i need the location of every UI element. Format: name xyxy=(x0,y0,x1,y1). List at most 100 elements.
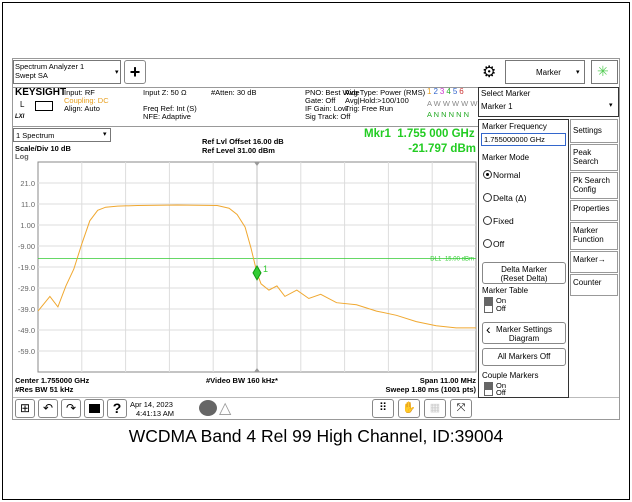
status-text: PNO: Best Wide xyxy=(305,88,360,97)
status-icon: L xyxy=(20,100,25,109)
settings-icon[interactable]: ⚙ xyxy=(482,64,497,81)
taskbar xyxy=(13,397,619,420)
button-text: Marker Settings xyxy=(495,325,553,334)
status-text: Coupling: DC xyxy=(64,96,109,105)
display-line-label: DL1 -15.00 dBm xyxy=(430,257,474,263)
status-text: IF Gain: Low xyxy=(305,104,348,113)
all-off-button[interactable]: All Markers Off xyxy=(482,348,566,366)
footer-text: Sweep 1.80 ms (1001 pts) xyxy=(385,385,476,394)
redo-button[interactable]: ↷ xyxy=(61,399,81,418)
status-icon: LXI xyxy=(15,114,25,120)
touch-button[interactable]: ✋ xyxy=(398,399,420,418)
trace-number: 2 xyxy=(433,87,440,96)
y-tick-label: -19.0 xyxy=(18,263,35,272)
toggle-label: On xyxy=(496,381,507,390)
toggle[interactable] xyxy=(484,389,493,396)
footer-text: #Video BW 160 kHz* xyxy=(206,376,278,385)
status-icon[interactable]: ✳ xyxy=(591,60,618,84)
radio-button[interactable] xyxy=(483,239,492,248)
undo-button[interactable]: ↶ xyxy=(38,399,58,418)
dropdown-arrow: ▾ xyxy=(576,69,580,76)
trace-number: 3 xyxy=(439,87,447,96)
y-tick-label: 21.0 xyxy=(20,179,35,188)
split-button[interactable]: ▦ xyxy=(424,399,446,418)
toggle-label: On xyxy=(496,296,507,305)
tab[interactable]: Properties xyxy=(570,200,618,221)
panel-label: Marker Frequency xyxy=(482,122,547,131)
trace-types: A W W W W W xyxy=(427,99,478,108)
trace-number: 6 xyxy=(459,87,466,96)
footer-text: #Res BW 51 kHz xyxy=(15,385,74,394)
fullscreen-button[interactable]: ⤧ xyxy=(450,399,472,418)
y-tick-label: -49.0 xyxy=(18,326,35,335)
tab[interactable]: Counter xyxy=(570,274,618,296)
select-marker[interactable] xyxy=(478,87,619,117)
help-button[interactable]: ? xyxy=(107,399,127,418)
date: Apr 14, 2023 xyxy=(130,400,173,409)
app-name: Spectrum Analyzer 1 xyxy=(15,62,85,71)
button-text: Diagram xyxy=(508,334,540,343)
brand: KEYSIGHT xyxy=(15,87,67,98)
toggle[interactable] xyxy=(484,382,493,389)
settings-button[interactable]: ‹ Marker Settings Diagram xyxy=(482,322,566,344)
trace-numbers: 123456 xyxy=(427,88,466,96)
ref-level: Ref Level 31.00 dBm xyxy=(202,146,275,155)
trace-number: 5 xyxy=(452,87,460,96)
trace-number: 1 xyxy=(427,87,434,96)
app-dropdown[interactable] xyxy=(13,60,121,84)
panel-label: Marker Mode xyxy=(482,153,530,162)
delta-button[interactable]: Delta Marker (Reset Delta) xyxy=(482,262,566,284)
freq-input[interactable] xyxy=(481,133,566,146)
status-text: NFE: Adaptive xyxy=(143,112,191,121)
radio-button[interactable] xyxy=(483,170,492,179)
folder-button[interactable] xyxy=(84,399,104,418)
caption: WCDMA Band 4 Rel 99 High Channel, ID:390… xyxy=(128,426,504,446)
toggle[interactable] xyxy=(484,305,493,313)
chat-icon[interactable] xyxy=(199,400,217,416)
footer-text: Center 1.755000 GHz xyxy=(15,376,90,385)
marker-readout: -21.797 dBm xyxy=(408,143,476,155)
tab[interactable]: Marker Function xyxy=(570,222,618,250)
toggle[interactable] xyxy=(484,297,493,305)
tile-button[interactable]: ⠿ xyxy=(372,399,394,418)
status-text: Trig: Free Run xyxy=(345,104,394,113)
status-text: Avg|Hold:>100/100 xyxy=(345,96,409,105)
status-text: Sig Track: Off xyxy=(305,112,351,121)
status-icon xyxy=(35,101,53,111)
mode-option: Off xyxy=(493,239,505,249)
tab[interactable]: Marker→ xyxy=(570,251,618,273)
dropdown-arrow: ▾ xyxy=(115,69,119,76)
status-bar xyxy=(13,87,478,127)
toggle-label: Off xyxy=(496,304,506,313)
marker-top xyxy=(254,162,260,166)
y-tick-label: -39.0 xyxy=(18,305,35,314)
select-marker-label: Select Marker xyxy=(481,89,531,98)
tab[interactable]: Settings xyxy=(570,119,618,143)
windows-button[interactable]: ⊞ xyxy=(15,399,35,418)
tab[interactable]: Pk Search Config xyxy=(570,172,618,199)
warning-icon[interactable]: △ xyxy=(219,400,232,417)
y-tick-label: -29.0 xyxy=(18,284,35,293)
radio-button[interactable] xyxy=(483,216,492,225)
marker xyxy=(252,264,262,281)
toggle-label: Off xyxy=(496,388,506,397)
mode-option: Fixed xyxy=(493,216,514,226)
status-text: Freq Ref: Int (S) xyxy=(143,104,197,113)
scale: Scale/Div 10 dB xyxy=(15,144,71,153)
radio-button[interactable] xyxy=(483,193,492,202)
button-text: Delta Marker xyxy=(501,265,547,274)
y-tick-label: 11.0 xyxy=(21,200,35,209)
window-dropdown[interactable] xyxy=(13,128,111,142)
app-mode: Swept SA xyxy=(15,71,48,80)
marker-panel xyxy=(478,119,569,398)
time: 4:41:13 AM xyxy=(136,409,174,418)
button-text: (Reset Delta) xyxy=(500,274,548,283)
window-name: 1 Spectrum xyxy=(16,131,55,140)
y-tick-label: -59.0 xyxy=(18,347,35,356)
dropdown-arrow: ▾ xyxy=(103,131,107,138)
tab[interactable]: Peak Search xyxy=(570,144,618,171)
status-text: Input: RF xyxy=(64,88,95,97)
add-button[interactable]: + xyxy=(124,60,146,84)
mode-dropdown[interactable] xyxy=(505,60,585,84)
